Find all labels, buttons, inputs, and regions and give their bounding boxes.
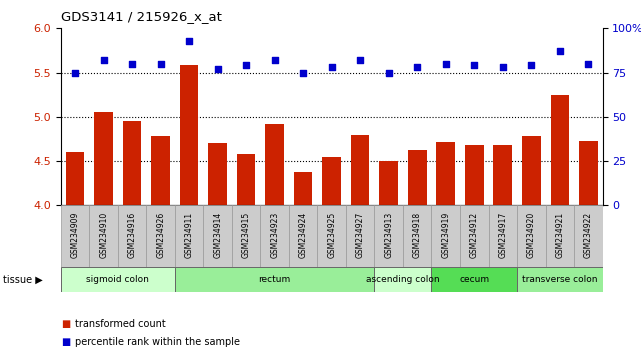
Text: GSM234910: GSM234910 <box>99 212 108 258</box>
Text: GSM234914: GSM234914 <box>213 212 222 258</box>
Bar <box>289 205 317 267</box>
Point <box>526 63 537 68</box>
Text: cecum: cecum <box>459 275 489 284</box>
Text: GSM234916: GSM234916 <box>128 212 137 258</box>
Text: GSM234922: GSM234922 <box>584 212 593 258</box>
Point <box>383 70 394 75</box>
Bar <box>175 267 374 292</box>
Bar <box>118 205 146 267</box>
Bar <box>61 267 175 292</box>
Bar <box>317 205 346 267</box>
Point <box>440 61 451 67</box>
Text: GSM234909: GSM234909 <box>71 212 79 258</box>
Point <box>497 64 508 70</box>
Bar <box>437 142 455 205</box>
Text: GSM234911: GSM234911 <box>185 212 194 258</box>
Point <box>127 61 137 67</box>
Point <box>298 70 308 75</box>
Text: GSM234915: GSM234915 <box>242 212 251 258</box>
Bar <box>431 205 460 267</box>
Point <box>99 57 109 63</box>
Text: GSM234921: GSM234921 <box>555 212 564 258</box>
Bar <box>551 95 569 205</box>
Text: GDS3141 / 215926_x_at: GDS3141 / 215926_x_at <box>61 10 222 23</box>
Bar <box>260 205 289 267</box>
Text: ■: ■ <box>61 319 70 329</box>
Point <box>355 57 365 63</box>
Bar <box>488 205 517 267</box>
Bar <box>94 113 113 205</box>
Point <box>469 63 479 68</box>
Bar <box>374 267 431 292</box>
Bar <box>494 145 512 205</box>
Bar <box>294 172 312 205</box>
Point <box>554 48 565 54</box>
Bar <box>465 145 483 205</box>
Text: GSM234923: GSM234923 <box>271 212 279 258</box>
Text: rectum: rectum <box>258 275 291 284</box>
Text: GSM234926: GSM234926 <box>156 212 165 258</box>
Text: GSM234927: GSM234927 <box>356 212 365 258</box>
Bar <box>346 205 374 267</box>
Point <box>241 63 251 68</box>
Bar <box>265 124 284 205</box>
Bar <box>579 141 597 205</box>
Bar <box>146 205 175 267</box>
Bar <box>460 205 488 267</box>
Point <box>270 57 280 63</box>
Text: ■: ■ <box>61 337 70 347</box>
Bar <box>322 157 341 205</box>
Text: transformed count: transformed count <box>75 319 166 329</box>
Bar <box>237 154 256 205</box>
Text: GSM234925: GSM234925 <box>327 212 337 258</box>
Bar <box>545 205 574 267</box>
Text: percentile rank within the sample: percentile rank within the sample <box>75 337 240 347</box>
Text: GSM234917: GSM234917 <box>498 212 507 258</box>
Text: GSM234913: GSM234913 <box>384 212 393 258</box>
Bar <box>522 136 540 205</box>
Point <box>326 64 337 70</box>
Bar <box>517 267 603 292</box>
Bar <box>408 150 426 205</box>
Bar <box>180 65 199 205</box>
Text: GSM234919: GSM234919 <box>441 212 450 258</box>
Text: transverse colon: transverse colon <box>522 275 597 284</box>
Text: GSM234920: GSM234920 <box>527 212 536 258</box>
Bar <box>517 205 545 267</box>
Bar <box>203 205 232 267</box>
Bar <box>89 205 118 267</box>
Point <box>213 66 223 72</box>
Bar <box>379 161 398 205</box>
Point <box>184 38 194 44</box>
Text: sigmoid colon: sigmoid colon <box>87 275 149 284</box>
Bar <box>431 267 517 292</box>
Bar <box>175 205 203 267</box>
Bar <box>123 121 142 205</box>
Bar <box>66 152 85 205</box>
Point <box>70 70 80 75</box>
Point <box>583 61 594 67</box>
Text: GSM234912: GSM234912 <box>470 212 479 258</box>
Text: ascending colon: ascending colon <box>366 275 440 284</box>
Bar <box>403 205 431 267</box>
Point <box>156 61 166 67</box>
Bar <box>151 136 170 205</box>
Text: GSM234924: GSM234924 <box>299 212 308 258</box>
Bar <box>232 205 260 267</box>
Bar <box>208 143 227 205</box>
Text: tissue ▶: tissue ▶ <box>3 275 43 285</box>
Point <box>412 64 422 70</box>
Bar <box>374 205 403 267</box>
Bar <box>574 205 603 267</box>
Text: GSM234918: GSM234918 <box>413 212 422 258</box>
Bar <box>351 135 369 205</box>
Bar <box>61 205 89 267</box>
